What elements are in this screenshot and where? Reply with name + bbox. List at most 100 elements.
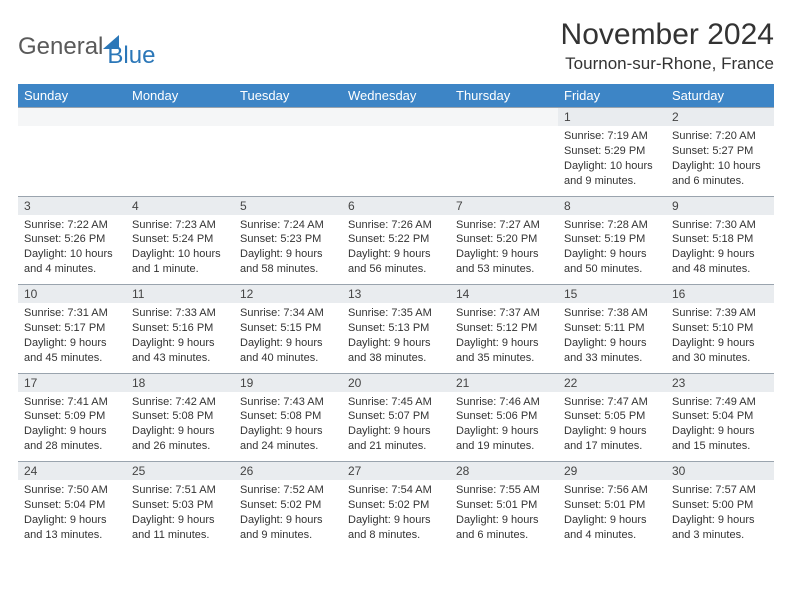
day-detail-cell: Sunrise: 7:55 AMSunset: 5:01 PMDaylight:…: [450, 480, 558, 550]
day-detail-line: Daylight: 9 hours: [456, 513, 552, 528]
day-detail-line: and 58 minutes.: [240, 262, 336, 277]
day-detail-line: Sunrise: 7:24 AM: [240, 218, 336, 233]
day-detail-line: Sunrise: 7:46 AM: [456, 395, 552, 410]
day-number-cell: 25: [126, 462, 234, 481]
day-detail-line: Daylight: 10 hours: [672, 159, 768, 174]
day-number-cell: 27: [342, 462, 450, 481]
day-detail-line: and 56 minutes.: [348, 262, 444, 277]
day-detail-cell: [342, 126, 450, 196]
day-header: Thursday: [450, 84, 558, 108]
day-detail-line: and 3 minutes.: [672, 528, 768, 543]
day-detail-line: and 4 minutes.: [24, 262, 120, 277]
day-detail-line: Sunrise: 7:47 AM: [564, 395, 660, 410]
day-detail-line: Sunset: 5:16 PM: [132, 321, 228, 336]
day-number-cell: 18: [126, 373, 234, 392]
day-number-row: 12: [18, 108, 774, 127]
day-detail-line: Daylight: 9 hours: [564, 424, 660, 439]
day-detail-line: Sunset: 5:05 PM: [564, 409, 660, 424]
day-detail-cell: Sunrise: 7:28 AMSunset: 5:19 PMDaylight:…: [558, 215, 666, 285]
day-detail-cell: Sunrise: 7:22 AMSunset: 5:26 PMDaylight:…: [18, 215, 126, 285]
day-detail-line: Sunrise: 7:19 AM: [564, 129, 660, 144]
day-number-row: 3456789: [18, 196, 774, 215]
day-detail-line: Sunset: 5:29 PM: [564, 144, 660, 159]
day-number-cell: [342, 108, 450, 127]
day-detail-line: Sunset: 5:07 PM: [348, 409, 444, 424]
day-detail-line: Sunset: 5:17 PM: [24, 321, 120, 336]
day-detail-line: Sunrise: 7:39 AM: [672, 306, 768, 321]
day-detail-line: and 38 minutes.: [348, 351, 444, 366]
day-number-cell: [18, 108, 126, 127]
day-header: Wednesday: [342, 84, 450, 108]
day-detail-line: and 53 minutes.: [456, 262, 552, 277]
day-detail-line: Daylight: 9 hours: [456, 336, 552, 351]
day-detail-cell: Sunrise: 7:35 AMSunset: 5:13 PMDaylight:…: [342, 303, 450, 373]
day-detail-line: Daylight: 9 hours: [456, 247, 552, 262]
day-detail-cell: Sunrise: 7:24 AMSunset: 5:23 PMDaylight:…: [234, 215, 342, 285]
month-title: November 2024: [561, 18, 774, 52]
day-detail-line: Sunset: 5:00 PM: [672, 498, 768, 513]
day-detail-line: Sunrise: 7:34 AM: [240, 306, 336, 321]
day-detail-line: Daylight: 9 hours: [240, 513, 336, 528]
calendar-table: SundayMondayTuesdayWednesdayThursdayFrid…: [18, 84, 774, 550]
day-detail-line: Sunrise: 7:20 AM: [672, 129, 768, 144]
day-detail-line: Sunrise: 7:45 AM: [348, 395, 444, 410]
day-detail-line: Sunset: 5:09 PM: [24, 409, 120, 424]
day-detail-line: Sunset: 5:10 PM: [672, 321, 768, 336]
day-number-cell: 8: [558, 196, 666, 215]
day-detail-line: Sunrise: 7:56 AM: [564, 483, 660, 498]
day-number-cell: 16: [666, 285, 774, 304]
day-detail-cell: Sunrise: 7:30 AMSunset: 5:18 PMDaylight:…: [666, 215, 774, 285]
day-detail-row: Sunrise: 7:50 AMSunset: 5:04 PMDaylight:…: [18, 480, 774, 550]
day-detail-line: Sunset: 5:24 PM: [132, 232, 228, 247]
day-number-cell: 17: [18, 373, 126, 392]
day-number-cell: 19: [234, 373, 342, 392]
day-detail-line: Sunrise: 7:33 AM: [132, 306, 228, 321]
day-detail-line: Sunset: 5:02 PM: [348, 498, 444, 513]
day-detail-line: Daylight: 9 hours: [348, 424, 444, 439]
day-detail-line: Daylight: 10 hours: [564, 159, 660, 174]
day-number-cell: 2: [666, 108, 774, 127]
day-detail-line: Daylight: 9 hours: [672, 247, 768, 262]
day-number-cell: [450, 108, 558, 127]
day-detail-line: and 19 minutes.: [456, 439, 552, 454]
logo-text-general: General: [18, 33, 103, 61]
day-detail-cell: Sunrise: 7:50 AMSunset: 5:04 PMDaylight:…: [18, 480, 126, 550]
day-detail-cell: Sunrise: 7:54 AMSunset: 5:02 PMDaylight:…: [342, 480, 450, 550]
day-detail-line: Sunset: 5:01 PM: [456, 498, 552, 513]
day-detail-cell: Sunrise: 7:39 AMSunset: 5:10 PMDaylight:…: [666, 303, 774, 373]
day-detail-line: and 48 minutes.: [672, 262, 768, 277]
day-detail-cell: Sunrise: 7:56 AMSunset: 5:01 PMDaylight:…: [558, 480, 666, 550]
day-header: Saturday: [666, 84, 774, 108]
day-number-cell: 7: [450, 196, 558, 215]
day-detail-cell: Sunrise: 7:37 AMSunset: 5:12 PMDaylight:…: [450, 303, 558, 373]
day-detail-line: Sunrise: 7:37 AM: [456, 306, 552, 321]
day-detail-cell: Sunrise: 7:49 AMSunset: 5:04 PMDaylight:…: [666, 392, 774, 462]
day-detail-line: Sunrise: 7:50 AM: [24, 483, 120, 498]
calendar-header-row: SundayMondayTuesdayWednesdayThursdayFrid…: [18, 84, 774, 108]
day-number-cell: 26: [234, 462, 342, 481]
header: General Blue November 2024 Tournon-sur-R…: [18, 18, 774, 74]
day-number-cell: 10: [18, 285, 126, 304]
day-detail-line: Sunset: 5:15 PM: [240, 321, 336, 336]
day-detail-line: Sunset: 5:11 PM: [564, 321, 660, 336]
day-detail-line: Daylight: 9 hours: [24, 336, 120, 351]
day-detail-line: and 21 minutes.: [348, 439, 444, 454]
day-number-cell: 12: [234, 285, 342, 304]
day-number-row: 17181920212223: [18, 373, 774, 392]
day-detail-line: Sunrise: 7:26 AM: [348, 218, 444, 233]
day-number-cell: 21: [450, 373, 558, 392]
day-detail-line: Daylight: 9 hours: [672, 336, 768, 351]
day-header: Sunday: [18, 84, 126, 108]
day-number-cell: 1: [558, 108, 666, 127]
day-number-cell: 22: [558, 373, 666, 392]
day-detail-line: Daylight: 9 hours: [24, 424, 120, 439]
day-detail-line: and 40 minutes.: [240, 351, 336, 366]
day-detail-line: Sunrise: 7:22 AM: [24, 218, 120, 233]
day-detail-line: Sunrise: 7:30 AM: [672, 218, 768, 233]
day-detail-line: Sunset: 5:08 PM: [132, 409, 228, 424]
day-number-cell: 9: [666, 196, 774, 215]
day-detail-cell: Sunrise: 7:51 AMSunset: 5:03 PMDaylight:…: [126, 480, 234, 550]
day-detail-row: Sunrise: 7:41 AMSunset: 5:09 PMDaylight:…: [18, 392, 774, 462]
day-number-cell: 24: [18, 462, 126, 481]
day-number-cell: 28: [450, 462, 558, 481]
